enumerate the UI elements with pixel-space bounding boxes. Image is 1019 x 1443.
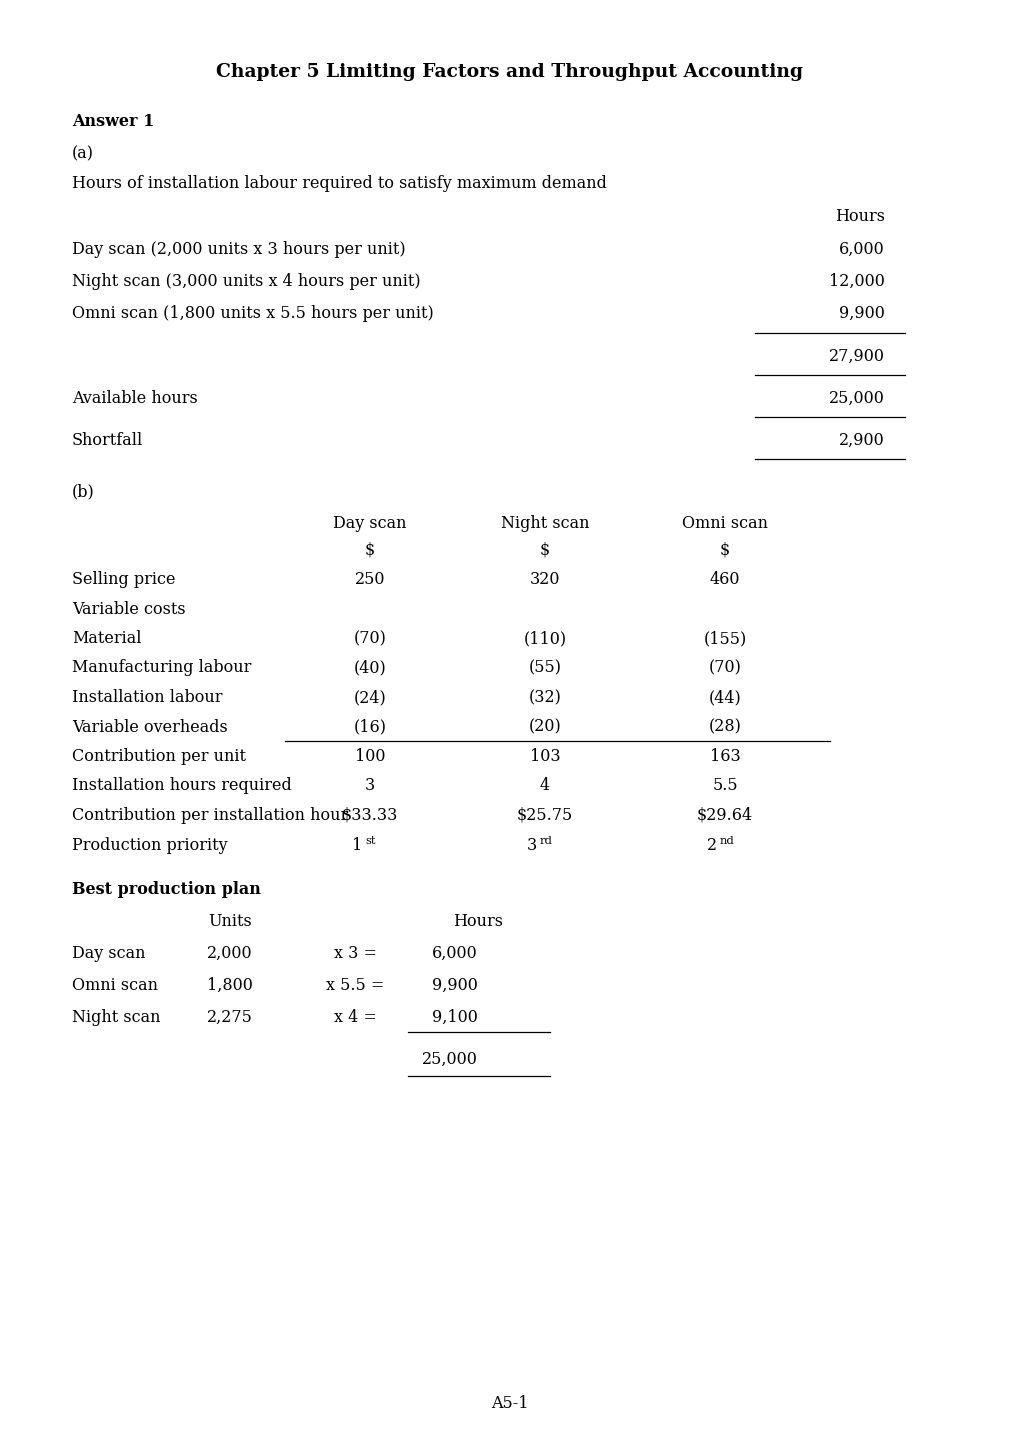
Text: $29.64: $29.64	[696, 807, 752, 824]
Text: Hours: Hours	[452, 913, 502, 929]
Text: st: st	[365, 837, 375, 847]
Text: nd: nd	[719, 837, 734, 847]
Text: A5-1: A5-1	[491, 1395, 528, 1413]
Text: Omni scan (1,800 units x 5.5 hours per unit): Omni scan (1,800 units x 5.5 hours per u…	[72, 304, 433, 322]
Text: 460: 460	[709, 571, 740, 587]
Text: rd: rd	[539, 837, 552, 847]
Text: 2,900: 2,900	[839, 431, 884, 449]
Text: Contribution per unit: Contribution per unit	[72, 747, 246, 765]
Text: 1,800: 1,800	[207, 977, 253, 994]
Text: Variable overheads: Variable overheads	[72, 719, 227, 736]
Text: Best production plan: Best production plan	[72, 882, 261, 898]
Text: Material: Material	[72, 631, 142, 646]
Text: 12,000: 12,000	[828, 273, 884, 290]
Text: $25.75: $25.75	[517, 807, 573, 824]
Text: 25,000: 25,000	[422, 1051, 478, 1068]
Text: 5.5: 5.5	[711, 778, 737, 795]
Text: Shortfall: Shortfall	[72, 431, 143, 449]
Text: Omni scan: Omni scan	[682, 515, 767, 532]
Text: 9,900: 9,900	[839, 304, 884, 322]
Text: x 3 =: x 3 =	[333, 945, 376, 962]
Text: $: $	[365, 541, 375, 558]
Text: 6,000: 6,000	[432, 945, 478, 962]
Text: Chapter 5 Limiting Factors and Throughput Accounting: Chapter 5 Limiting Factors and Throughpu…	[216, 63, 803, 81]
Text: (70): (70)	[354, 631, 386, 646]
Text: 2: 2	[706, 837, 716, 853]
Text: Hours: Hours	[835, 208, 884, 225]
Text: (20): (20)	[528, 719, 560, 736]
Text: Night scan (3,000 units x 4 hours per unit): Night scan (3,000 units x 4 hours per un…	[72, 273, 420, 290]
Text: Selling price: Selling price	[72, 571, 175, 587]
Text: Hours of installation labour required to satisfy maximum demand: Hours of installation labour required to…	[72, 175, 606, 192]
Text: (28): (28)	[708, 719, 741, 736]
Text: (32): (32)	[528, 688, 560, 706]
Text: Omni scan: Omni scan	[72, 977, 158, 994]
Text: 320: 320	[529, 571, 559, 587]
Text: $: $	[719, 541, 730, 558]
Text: Available hours: Available hours	[72, 390, 198, 407]
Text: Answer 1: Answer 1	[72, 113, 154, 130]
Text: Day scan (2,000 units x 3 hours per unit): Day scan (2,000 units x 3 hours per unit…	[72, 241, 406, 258]
Text: 27,900: 27,900	[828, 348, 884, 365]
Text: (b): (b)	[72, 483, 95, 501]
Text: Night scan: Night scan	[500, 515, 589, 532]
Text: 3: 3	[365, 778, 375, 795]
Text: Variable costs: Variable costs	[72, 600, 185, 618]
Text: 4: 4	[539, 778, 549, 795]
Text: $: $	[539, 541, 549, 558]
Text: (16): (16)	[354, 719, 386, 736]
Text: 25,000: 25,000	[828, 390, 884, 407]
Text: Installation labour: Installation labour	[72, 688, 222, 706]
Text: (70): (70)	[708, 659, 741, 677]
Text: 9,900: 9,900	[432, 977, 478, 994]
Text: 6,000: 6,000	[839, 241, 884, 258]
Text: x 4 =: x 4 =	[333, 1009, 376, 1026]
Text: (24): (24)	[354, 688, 386, 706]
Text: (44): (44)	[708, 688, 741, 706]
Text: (55): (55)	[528, 659, 560, 677]
Text: 250: 250	[355, 571, 385, 587]
Text: 2,275: 2,275	[207, 1009, 253, 1026]
Text: Day scan: Day scan	[72, 945, 146, 962]
Text: Installation hours required: Installation hours required	[72, 778, 291, 795]
Text: (a): (a)	[72, 144, 94, 162]
Text: 9,100: 9,100	[432, 1009, 478, 1026]
Text: Day scan: Day scan	[333, 515, 407, 532]
Text: Units: Units	[208, 913, 252, 929]
Text: 2,000: 2,000	[207, 945, 253, 962]
Text: Contribution per installation hour: Contribution per installation hour	[72, 807, 347, 824]
Text: $33.33: $33.33	[341, 807, 397, 824]
Text: 3: 3	[526, 837, 536, 853]
Text: 100: 100	[355, 747, 385, 765]
Text: (110): (110)	[523, 631, 566, 646]
Text: 163: 163	[709, 747, 740, 765]
Text: (40): (40)	[354, 659, 386, 677]
Text: Manufacturing labour: Manufacturing labour	[72, 659, 251, 677]
Text: Production priority: Production priority	[72, 837, 227, 853]
Text: 1: 1	[352, 837, 362, 853]
Text: 103: 103	[529, 747, 559, 765]
Text: x 5.5 =: x 5.5 =	[325, 977, 384, 994]
Text: (155): (155)	[703, 631, 746, 646]
Text: Night scan: Night scan	[72, 1009, 160, 1026]
